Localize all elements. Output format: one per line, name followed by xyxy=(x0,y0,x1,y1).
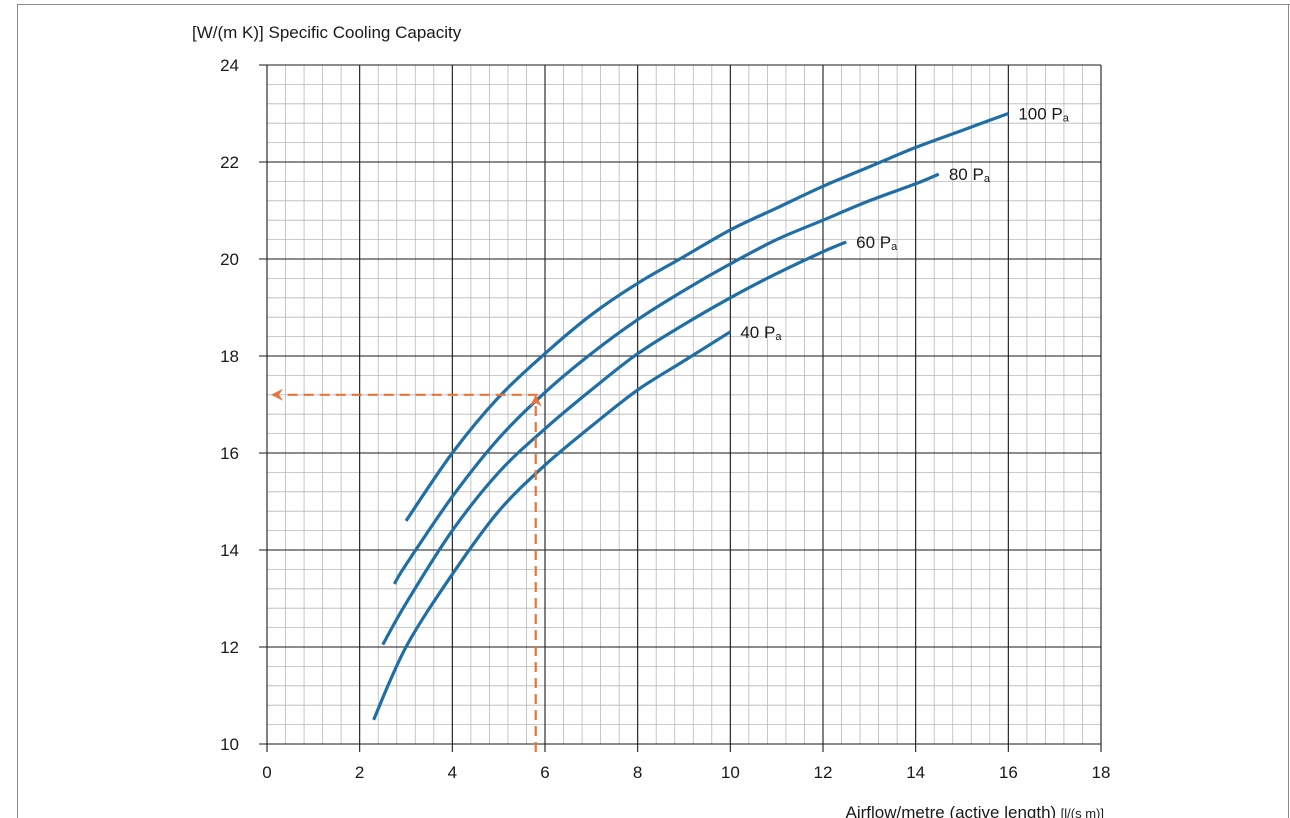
x-tick-label: 12 xyxy=(814,763,833,782)
y-tick-label: 18 xyxy=(220,347,239,366)
series-label-subscript: a xyxy=(775,331,782,343)
series-label-subscript: a xyxy=(984,173,991,185)
x-axis-title-group: Airflow/metre (active length) [l/(s m)] xyxy=(846,803,1104,818)
reading-arrow-left xyxy=(271,388,283,401)
major-grid xyxy=(259,64,1102,752)
frame-border-left xyxy=(17,4,18,818)
series-label-text: 60 P xyxy=(856,233,891,252)
series-line-60-pa xyxy=(381,240,847,646)
series-label-text: 80 P xyxy=(949,165,984,184)
y-tick-label: 24 xyxy=(220,56,239,75)
series-label-subscript: a xyxy=(1063,113,1070,125)
x-tick-label: 0 xyxy=(262,763,271,782)
x-tick-label: 8 xyxy=(633,763,642,782)
series-label-40-pa: 40 Pa xyxy=(740,323,782,343)
x-tick-label: 18 xyxy=(1092,763,1111,782)
series-label-text: 100 P xyxy=(1018,105,1062,124)
x-tick-label: 6 xyxy=(540,763,549,782)
x-tick-label: 4 xyxy=(448,763,457,782)
series-layer xyxy=(372,111,1009,721)
y-tick-label: 10 xyxy=(220,735,239,754)
y-tick-label: 14 xyxy=(220,541,239,560)
labels-layer: [W/(m K)] Specific Cooling Capacity Airf… xyxy=(192,23,1104,818)
y-tick-label: 22 xyxy=(220,153,239,172)
series-label-subscript: a xyxy=(891,241,898,253)
reading-example xyxy=(271,388,542,752)
series-line-100-pa xyxy=(404,111,1009,522)
y-tick-label: 12 xyxy=(220,638,239,657)
series-label-60-pa: 60 Pa xyxy=(856,233,898,253)
x-tick-label: 14 xyxy=(906,763,925,782)
frame-border-top xyxy=(17,4,1290,5)
y-axis-title: [W/(m K)] Specific Cooling Capacity xyxy=(192,23,462,42)
series-label-80-pa: 80 Pa xyxy=(949,165,991,185)
series-line-40-pa xyxy=(372,330,732,721)
y-tick-label: 20 xyxy=(220,250,239,269)
x-axis-unit: [l/(s m)] xyxy=(1061,806,1104,818)
x-axis-title: Airflow/metre (active length) xyxy=(846,803,1057,818)
x-tick-label: 16 xyxy=(999,763,1018,782)
series-label-text: 40 P xyxy=(740,323,775,342)
reading-arrow-up xyxy=(529,394,542,407)
series-line-80-pa xyxy=(393,172,940,585)
x-tick-label: 10 xyxy=(721,763,740,782)
x-tick-label: 2 xyxy=(355,763,364,782)
frame-border-right xyxy=(1288,4,1289,818)
y-tick-label: 16 xyxy=(220,444,239,463)
series-label-100-pa: 100 Pa xyxy=(1018,105,1069,125)
